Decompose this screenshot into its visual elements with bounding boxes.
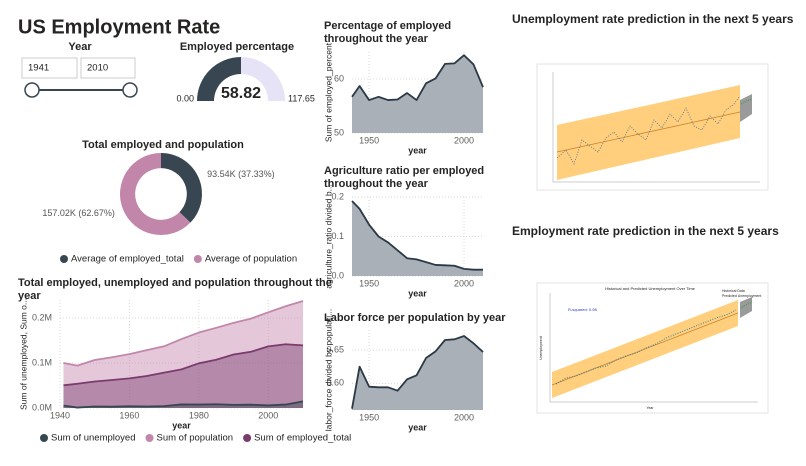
prediction-image: [536, 63, 769, 191]
y-tick-label: 0.2M: [32, 312, 52, 322]
forecast-band: [740, 297, 752, 318]
legend-marker: [40, 434, 48, 442]
forecast-points: [740, 301, 753, 309]
x-axis-label: year: [172, 420, 191, 430]
legend-label: Sum of population: [157, 433, 234, 444]
x-axis-label: year: [408, 288, 427, 298]
chart-title: Total employed, unemployed and populatio…: [18, 277, 332, 302]
slicer-end: 2010: [87, 63, 108, 74]
y-tick-label: 50: [334, 127, 344, 137]
legend-marker: [145, 434, 154, 442]
y-tick-label: 0.1: [331, 231, 344, 241]
image-legend: Historical Data: [722, 289, 745, 293]
x-tick-label: 1940: [50, 410, 70, 420]
gauge-min-label: 0.00: [176, 93, 194, 103]
legend-label: Average of employed_total: [71, 254, 184, 265]
area-fill: [63, 300, 303, 408]
prediction-image: Historical and Predicted Unemployment Ov…: [536, 282, 769, 414]
x-tick-label: 2000: [454, 278, 474, 288]
slicer-label: Year: [68, 41, 92, 53]
confidence-band: [557, 85, 740, 180]
series-line: [351, 200, 483, 271]
y-tick-label: 60: [334, 73, 344, 83]
chart-title: Agriculture ratio per employed throughou…: [324, 165, 485, 190]
trend-line: [551, 312, 739, 386]
x-tick-label: 1980: [189, 410, 209, 420]
gauge-value-label: 58.82: [221, 85, 261, 102]
legend-marker: [243, 434, 252, 442]
image-annotation: R-squared: 0.98: [568, 307, 597, 312]
x-tick-label: 1950: [359, 412, 379, 422]
slicer-input[interactable]: [80, 57, 136, 79]
series-line: [351, 54, 484, 101]
x-tick-label: 1960: [119, 410, 139, 420]
slice-label: 157.02K (62.67%): [42, 208, 115, 218]
data-points: [555, 309, 737, 385]
forecast-points: [740, 98, 753, 105]
slicer-input[interactable]: [21, 57, 78, 79]
y-tick-label: 0.1M: [32, 357, 52, 367]
image-x-label: Year: [646, 406, 654, 410]
pie-slice: [120, 153, 191, 235]
legend-marker: [60, 255, 68, 263]
series-line: [63, 400, 304, 409]
x-tick-label: 2000: [454, 412, 474, 422]
y-axis-label: agriculture_ratio divided b...: [323, 184, 333, 288]
image-y-label: Unemployment: [539, 336, 543, 360]
x-axis-label: year: [408, 422, 427, 432]
image-title: Employment rate prediction in the next 5…: [512, 224, 779, 238]
x-tick-label: 2000: [454, 135, 474, 145]
x-tick-label: 1950: [359, 278, 379, 288]
gauge-max-label: 117.65: [288, 93, 315, 103]
y-tick-label: 0.0: [331, 270, 344, 280]
series-line: [351, 335, 484, 409]
y-axis-label: Sum of unemployed, Sum o...: [18, 298, 28, 410]
y-axis-label: Sum of employed_percent: [323, 42, 333, 142]
y-tick-label: 0.2: [331, 191, 344, 201]
slider-handle[interactable]: [24, 82, 40, 98]
y-tick-label: 0.60: [326, 378, 344, 388]
forecast-band: [740, 94, 752, 122]
chart-title: Total employed and population: [82, 139, 244, 151]
y-axis-label: labor_force divided by populati...: [323, 309, 333, 431]
trend-line: [556, 111, 741, 153]
x-axis-label: year: [408, 145, 427, 155]
area-fill: [63, 344, 303, 408]
series-line: [63, 343, 304, 387]
chart-title: Employed percentage: [179, 41, 295, 53]
page-title: US Employment Rate: [18, 16, 220, 38]
y-tick-label: 0.65: [326, 344, 344, 354]
y-tick-label: 0.0M: [32, 402, 52, 412]
legend-label: Average of population: [205, 254, 297, 265]
legend-marker: [193, 255, 202, 263]
area-fill: [352, 200, 483, 276]
image-title: Unemployment rate prediction in the next…: [512, 12, 794, 26]
slicer-start: 1941: [28, 63, 49, 74]
x-tick-label: 1950: [359, 135, 379, 145]
chart-title: Labor force per population by year: [324, 312, 506, 324]
image-inner-title: Historical and Predicted Unemployment Ov…: [605, 286, 696, 291]
slice-label: 93.54K (37.33%): [207, 169, 275, 179]
legend-label: Sum of unemployed: [51, 433, 136, 444]
image-legend: Predicted Unemployment: [722, 294, 761, 298]
series-line: [63, 300, 304, 367]
slider-handle[interactable]: [122, 82, 138, 98]
area-fill: [352, 336, 483, 410]
pie-slice: [161, 153, 202, 223]
area-fill: [352, 55, 483, 133]
gauge-value: [197, 57, 241, 101]
legend-label: Sum of employed_total: [254, 433, 351, 444]
chart-title: Percentage of employed throughout the ye…: [324, 20, 452, 45]
x-tick-label: 2000: [258, 410, 278, 420]
